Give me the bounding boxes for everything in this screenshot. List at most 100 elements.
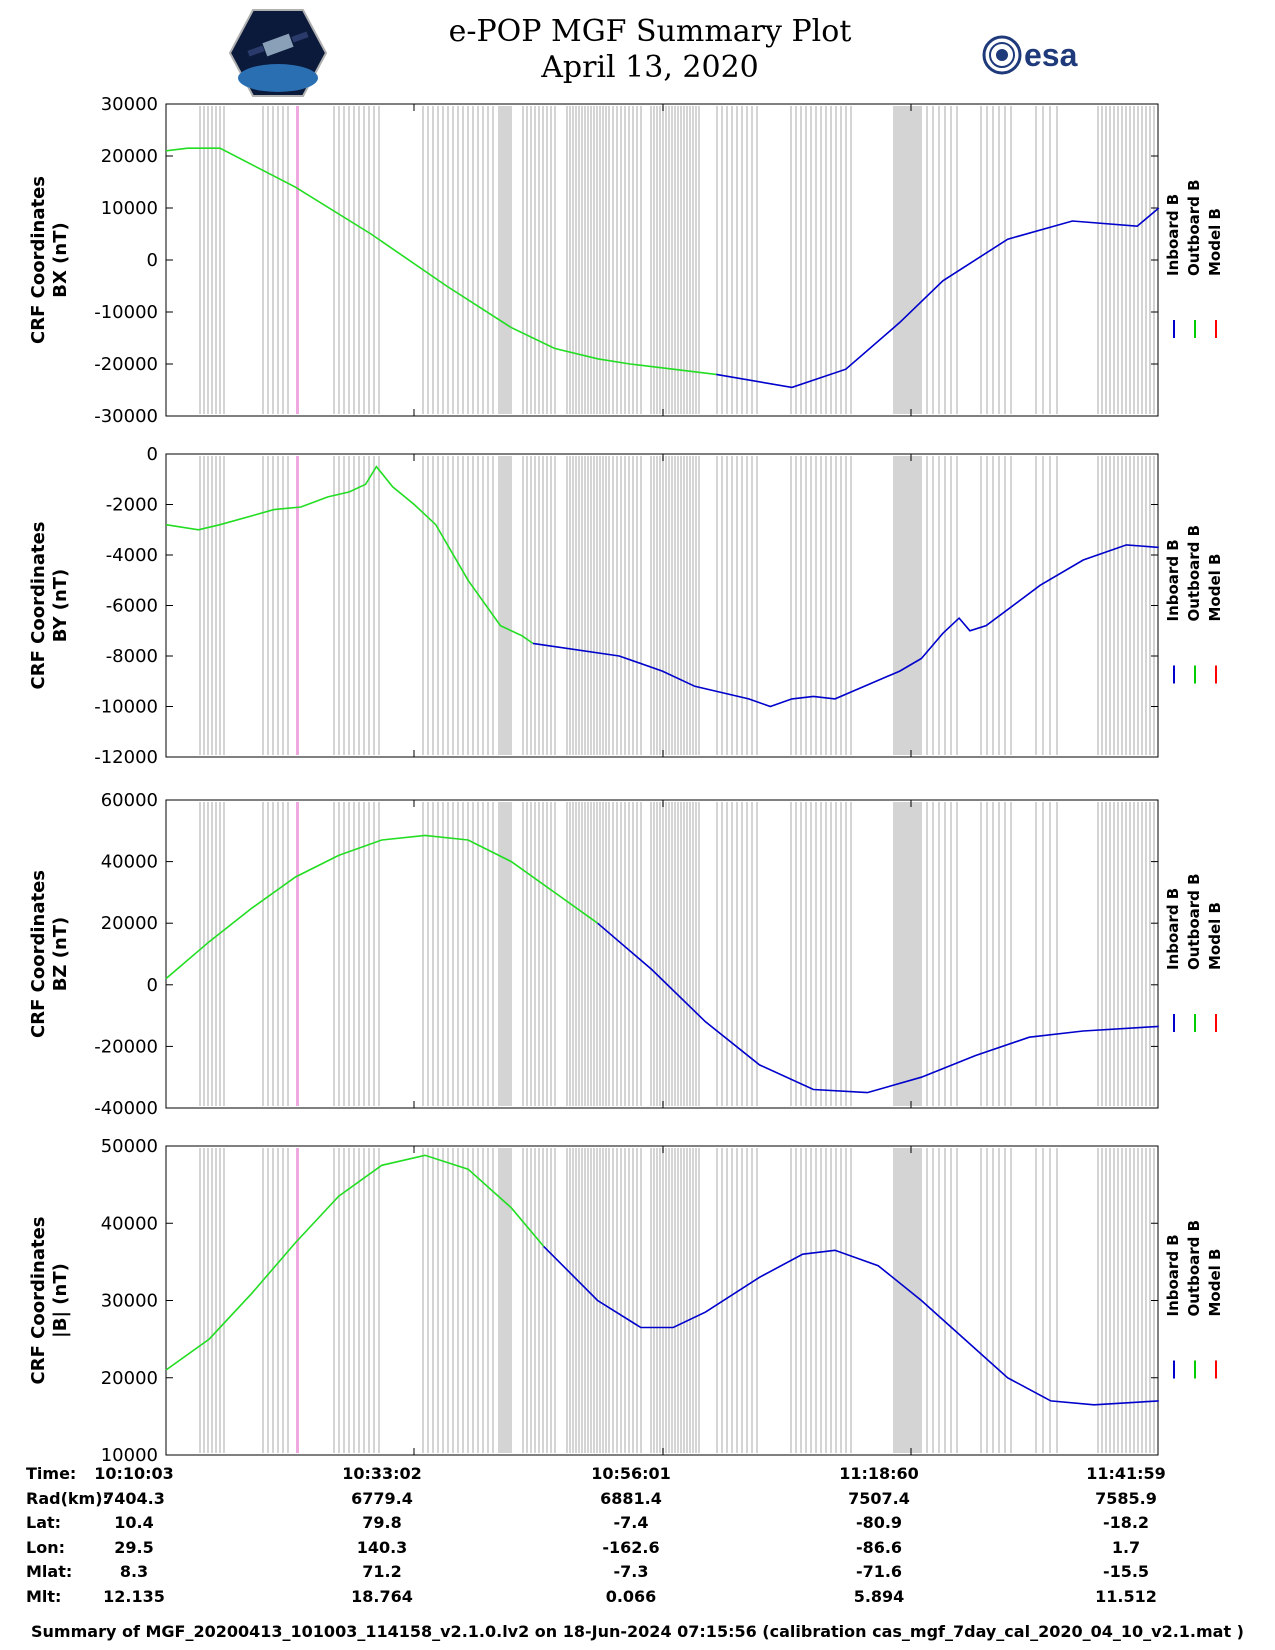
data-gap-band (1097, 106, 1099, 414)
data-gap-band (731, 802, 733, 1106)
y-tick-label: -20000 (94, 354, 158, 375)
data-gap-band (587, 802, 589, 1106)
ephemeris-label: Time: (26, 1464, 77, 1483)
data-gap-band (815, 1148, 817, 1453)
data-gap-band (487, 106, 489, 414)
data-gap-band (980, 1148, 982, 1453)
data-gap-band (593, 106, 595, 414)
data-gap-band (674, 106, 676, 414)
data-gap-band (845, 802, 847, 1106)
data-gap-band (522, 106, 524, 414)
data-gap-band (820, 456, 822, 755)
data-gap-band (477, 456, 479, 755)
ephemeris-value: -7.4 (613, 1513, 649, 1532)
data-gap-band (840, 1148, 842, 1453)
data-gap-band (850, 106, 852, 414)
data-gap-band (932, 106, 934, 414)
data-gap-band (287, 456, 289, 755)
data-gap-band (1004, 106, 1006, 414)
series-line-outboard-b (165, 147, 717, 376)
data-gap-band (671, 106, 673, 414)
data-gap-band (683, 1148, 685, 1453)
data-gap-band (893, 1148, 921, 1453)
data-gap-band (538, 106, 540, 414)
data-gap-band (756, 802, 758, 1106)
data-gap-band (457, 456, 459, 755)
ephemeris-value: 10:10:03 (94, 1464, 174, 1483)
panel-bx: 30000 20000 10000 0 -10000 -20000 -30000 CRF Co… (28, 94, 1224, 427)
data-gap-band (1133, 106, 1135, 414)
data-gap-band (534, 1148, 536, 1453)
data-gap-band (620, 456, 622, 755)
series-line-outboard-b (165, 1154, 545, 1371)
ephemeris-row: Mlat: 8.3 71.2 -7.3 -71.6 -15.5 (20, 1562, 1260, 1586)
chart-title: e-POP MGF Summary Plot April 13, 2020 (400, 14, 900, 86)
data-gap-band (677, 802, 679, 1106)
ephemeris-label: Mlat: (26, 1562, 73, 1581)
data-gap-band (422, 106, 424, 414)
data-gap-band (628, 106, 630, 414)
data-gap-band (447, 802, 449, 1106)
data-gap-band (698, 802, 700, 1106)
y-tick-label: 50000 (101, 1136, 158, 1157)
data-gap-band (546, 1148, 548, 1453)
data-gap-band (800, 456, 802, 755)
data-gap-band (566, 1148, 568, 1453)
data-gap-band (956, 1148, 958, 1453)
data-gap-band (938, 456, 940, 755)
data-gap-band (659, 1148, 661, 1453)
data-gap-band (636, 106, 638, 414)
data-gap-band (746, 1148, 748, 1453)
esa-logo-text: esa (1024, 37, 1078, 73)
data-gap-band (721, 106, 723, 414)
ephemeris-row: Lon: 29.5 140.3 -162.6 -86.6 1.7 (20, 1538, 1260, 1562)
ephemeris-value: 1.7 (1111, 1537, 1141, 1557)
data-gap-band (695, 456, 697, 755)
data-gap-band (575, 802, 577, 1106)
data-gap-band (203, 802, 205, 1106)
data-gap-band (677, 1148, 679, 1453)
data-gap-band (795, 802, 797, 1106)
data-gap-band (721, 1148, 723, 1453)
data-gap-band (566, 106, 568, 414)
data-gap-band (427, 456, 429, 755)
data-gap-band (736, 106, 738, 414)
data-gap-band (1010, 456, 1012, 755)
y-axis-label: CRF CoordinatesBY (nT) (28, 522, 71, 690)
ephemeris-value: 8.3 (119, 1562, 149, 1581)
data-gap-band (530, 106, 532, 414)
data-gap-band (998, 802, 1000, 1106)
data-gap-band (277, 106, 279, 414)
data-gap-band (1125, 802, 1127, 1106)
data-gap-band (698, 456, 700, 755)
data-gap-band (1117, 456, 1119, 755)
data-gap-band (569, 456, 571, 755)
data-gap-band (632, 1148, 634, 1453)
data-gap-band (950, 456, 952, 755)
ephemeris-label: Lat: (26, 1513, 62, 1532)
legend-label: Model B (1206, 208, 1224, 276)
data-gap-band (650, 1148, 652, 1453)
data-gap-band (447, 106, 449, 414)
y-tick-label: 10000 (101, 198, 158, 219)
data-gap-band (422, 1148, 424, 1453)
data-gap-band (581, 456, 583, 755)
y-tick-label: -20000 (94, 1036, 158, 1057)
data-gap-band (926, 1148, 928, 1453)
data-gap-band (628, 1148, 630, 1453)
data-gap-band (526, 106, 528, 414)
data-gap-band (1105, 456, 1107, 755)
data-gap-band (554, 802, 556, 1106)
data-gap-band (267, 1148, 269, 1453)
data-gap-band (575, 106, 577, 414)
data-gap-band (215, 106, 217, 414)
data-gap-band (1042, 456, 1044, 755)
series-line-inboard-b (597, 922, 1159, 1094)
ephemeris-value: -7.3 (613, 1562, 649, 1581)
data-gap-band (650, 106, 652, 414)
time-marker-line (296, 1148, 299, 1453)
data-gap-band (795, 1148, 797, 1453)
ephemeris-value: 0.066 (605, 1586, 657, 1606)
data-gap-band (926, 456, 928, 755)
data-gap-band (893, 106, 921, 414)
